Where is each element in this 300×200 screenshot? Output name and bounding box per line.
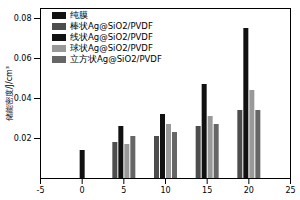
svg-text:0.02: 0.02 xyxy=(14,134,32,143)
svg-text:储能密度/J/cm³: 储能密度/J/cm³ xyxy=(5,66,14,121)
html-text:棒状Ag@SiO2/PVDF: 棒状Ag@SiO2/PVDF xyxy=(70,21,153,31)
html-text:球状Ag@SiO2/PVDF: 球状Ag@SiO2/PVDF xyxy=(70,43,153,53)
svg-text:10: 10 xyxy=(160,186,170,195)
svg-text:15: 15 xyxy=(202,186,212,195)
svg-text:0.06: 0.06 xyxy=(14,54,32,63)
html-text:立方状Ag@SiO2/PVDF: 立方状Ag@SiO2/PVDF xyxy=(70,54,162,64)
svg-text:0.04: 0.04 xyxy=(14,94,32,103)
svg-text:0: 0 xyxy=(80,186,85,195)
html-text:纯膜: 纯膜 xyxy=(70,10,88,20)
svg-text:0.08: 0.08 xyxy=(14,14,32,23)
html-text:线状Ag@SiO2/PVDF: 线状Ag@SiO2/PVDF xyxy=(70,32,153,42)
svg-text:5: 5 xyxy=(121,186,126,195)
svg-text:20: 20 xyxy=(244,186,254,195)
svg-text:25: 25 xyxy=(285,186,295,195)
svg-text:-5: -5 xyxy=(37,186,45,195)
